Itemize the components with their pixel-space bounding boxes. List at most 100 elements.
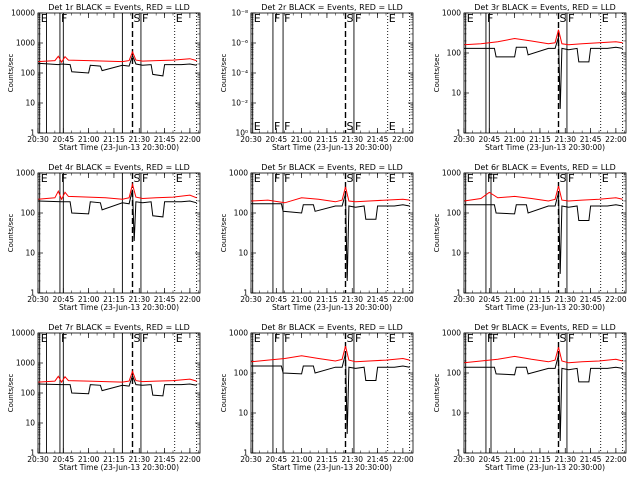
x-tick-label: 20:30 bbox=[240, 135, 262, 144]
series-line-events bbox=[37, 374, 197, 397]
chart-panel-7: Det 7r BLACK = Events, RED = LLD Counts/s… bbox=[7, 323, 201, 472]
x-tick-label: 20:45 bbox=[479, 135, 501, 144]
y-tick-label: 1 bbox=[30, 449, 35, 458]
chart-title: Det 2r BLACK = Events, RED = LLD bbox=[261, 3, 403, 12]
plot-frame bbox=[37, 12, 201, 134]
marker-label: F bbox=[274, 172, 280, 185]
x-tick-label: 21:15 bbox=[103, 135, 125, 144]
y-axis-label: Counts/sec bbox=[433, 374, 441, 413]
y-tick-label: 10 bbox=[238, 409, 248, 418]
marker-label: F bbox=[274, 12, 280, 25]
x-axis-label: Start Time (23-Jun-13 20:30:00) bbox=[59, 143, 179, 152]
y-tick-label: 1 bbox=[456, 289, 461, 298]
y-tick-label: 10 bbox=[451, 249, 461, 258]
y-axis-label: Counts/sec bbox=[220, 374, 228, 413]
x-tick-label: 21:45 bbox=[580, 295, 602, 304]
marker-label: F bbox=[355, 172, 361, 185]
x-axis-label: Start Time (23-Jun-13 20:30:00) bbox=[59, 463, 179, 472]
chart-title: Det 1r BLACK = Events, RED = LLD bbox=[48, 3, 190, 12]
y-tick-label: 10⁻⁸ bbox=[231, 9, 248, 18]
marker-label: E bbox=[41, 12, 48, 25]
x-tick-label: 20:45 bbox=[266, 455, 288, 464]
y-tick-label: 1000 bbox=[16, 169, 35, 178]
y-tick-label: 1000 bbox=[442, 169, 461, 178]
x-tick-label: 21:30 bbox=[341, 135, 363, 144]
marker-label: F bbox=[61, 12, 67, 25]
y-tick-label: 100 bbox=[21, 389, 36, 398]
y-tick-label: 1 bbox=[243, 289, 248, 298]
series-line-events bbox=[37, 189, 197, 242]
x-tick-label: 21:15 bbox=[316, 135, 338, 144]
y-tick-label: 1000 bbox=[16, 39, 35, 48]
x-tick-label: 21:45 bbox=[367, 295, 389, 304]
chart-panel-8: Det 8r BLACK = Events, RED = LLD Counts/s… bbox=[220, 323, 414, 472]
marker-label: S bbox=[347, 120, 354, 133]
marker-label: E bbox=[254, 12, 261, 25]
series-line-lld bbox=[463, 185, 623, 202]
x-tick-label: 21:00 bbox=[291, 295, 313, 304]
series-line-events bbox=[251, 353, 410, 434]
chart-panel-2: Det 2r BLACK = Events, RED = LLD Counts/s… bbox=[220, 3, 414, 152]
chart-panel-9: Det 9r BLACK = Events, RED = LLD Counts/s… bbox=[433, 323, 627, 472]
x-tick-label: 21:45 bbox=[580, 135, 602, 144]
marker-label: S bbox=[134, 332, 141, 345]
y-axis-label: Counts/sec bbox=[433, 214, 441, 253]
x-tick-label: 22:00 bbox=[605, 295, 627, 304]
x-tick-label: 21:15 bbox=[103, 295, 125, 304]
plot-frame bbox=[250, 332, 414, 454]
plot-frame bbox=[463, 12, 627, 134]
series-line-lld bbox=[250, 345, 410, 363]
y-axis-label: Counts/sec bbox=[7, 374, 15, 413]
x-tick-label: 22:00 bbox=[179, 295, 201, 304]
marker-label: E bbox=[41, 332, 48, 345]
x-tick-label: 22:00 bbox=[392, 135, 414, 144]
x-tick-label: 20:30 bbox=[27, 135, 49, 144]
series-line-lld bbox=[463, 347, 623, 364]
marker-label: F bbox=[568, 12, 574, 25]
marker-label: S bbox=[347, 172, 354, 185]
chart-panel-4: Det 4r BLACK = Events, RED = LLD Counts/s… bbox=[7, 163, 201, 312]
y-tick-label: 10 bbox=[238, 249, 248, 258]
x-axis-label: Start Time (23-Jun-13 20:30:00) bbox=[485, 143, 605, 152]
x-tick-label: 21:00 bbox=[291, 455, 313, 464]
marker-label: E bbox=[176, 332, 183, 345]
x-tick-label: 20:45 bbox=[266, 135, 288, 144]
x-tick-label: 21:15 bbox=[316, 295, 338, 304]
marker-label: F bbox=[142, 172, 148, 185]
x-tick-label: 21:30 bbox=[341, 295, 363, 304]
x-tick-label: 21:15 bbox=[529, 135, 551, 144]
y-tick-label: 10 bbox=[451, 89, 461, 98]
marker-label: E bbox=[389, 12, 396, 25]
marker-label: F bbox=[142, 332, 148, 345]
marker-label: S bbox=[560, 172, 567, 185]
y-tick-label: 1000 bbox=[229, 169, 248, 178]
x-tick-label: 21:45 bbox=[367, 135, 389, 144]
y-tick-label: 1 bbox=[456, 129, 461, 138]
y-axis-label: Counts/sec bbox=[220, 54, 228, 93]
y-axis-label: Counts/sec bbox=[7, 54, 15, 93]
marker-label: F bbox=[142, 12, 148, 25]
marker-label: F bbox=[274, 120, 280, 133]
marker-label: F bbox=[487, 332, 493, 345]
series-line-lld bbox=[37, 182, 197, 201]
y-tick-label: 100 bbox=[234, 369, 249, 378]
marker-label: E bbox=[467, 12, 474, 25]
x-tick-label: 20:30 bbox=[240, 295, 262, 304]
plot-frame bbox=[250, 172, 414, 294]
y-tick-label: 100 bbox=[21, 69, 36, 78]
chart-panel-3: Det 3r BLACK = Events, RED = LLD Counts/s… bbox=[433, 3, 627, 152]
y-tick-label: 10⁻² bbox=[231, 99, 248, 108]
y-tick-label: 10 bbox=[25, 249, 35, 258]
series-line-lld bbox=[37, 370, 197, 384]
y-tick-label: 1 bbox=[30, 289, 35, 298]
x-tick-label: 21:30 bbox=[554, 295, 576, 304]
y-tick-label: 100 bbox=[447, 369, 462, 378]
plot-frame bbox=[250, 12, 414, 134]
y-tick-label: 1000 bbox=[442, 9, 461, 18]
marker-label: S bbox=[347, 12, 354, 25]
marker-label: F bbox=[274, 332, 280, 345]
marker-label: E bbox=[254, 120, 261, 133]
y-tick-label: 100 bbox=[21, 209, 36, 218]
x-tick-label: 22:00 bbox=[179, 135, 201, 144]
y-tick-label: 1000 bbox=[442, 329, 461, 338]
